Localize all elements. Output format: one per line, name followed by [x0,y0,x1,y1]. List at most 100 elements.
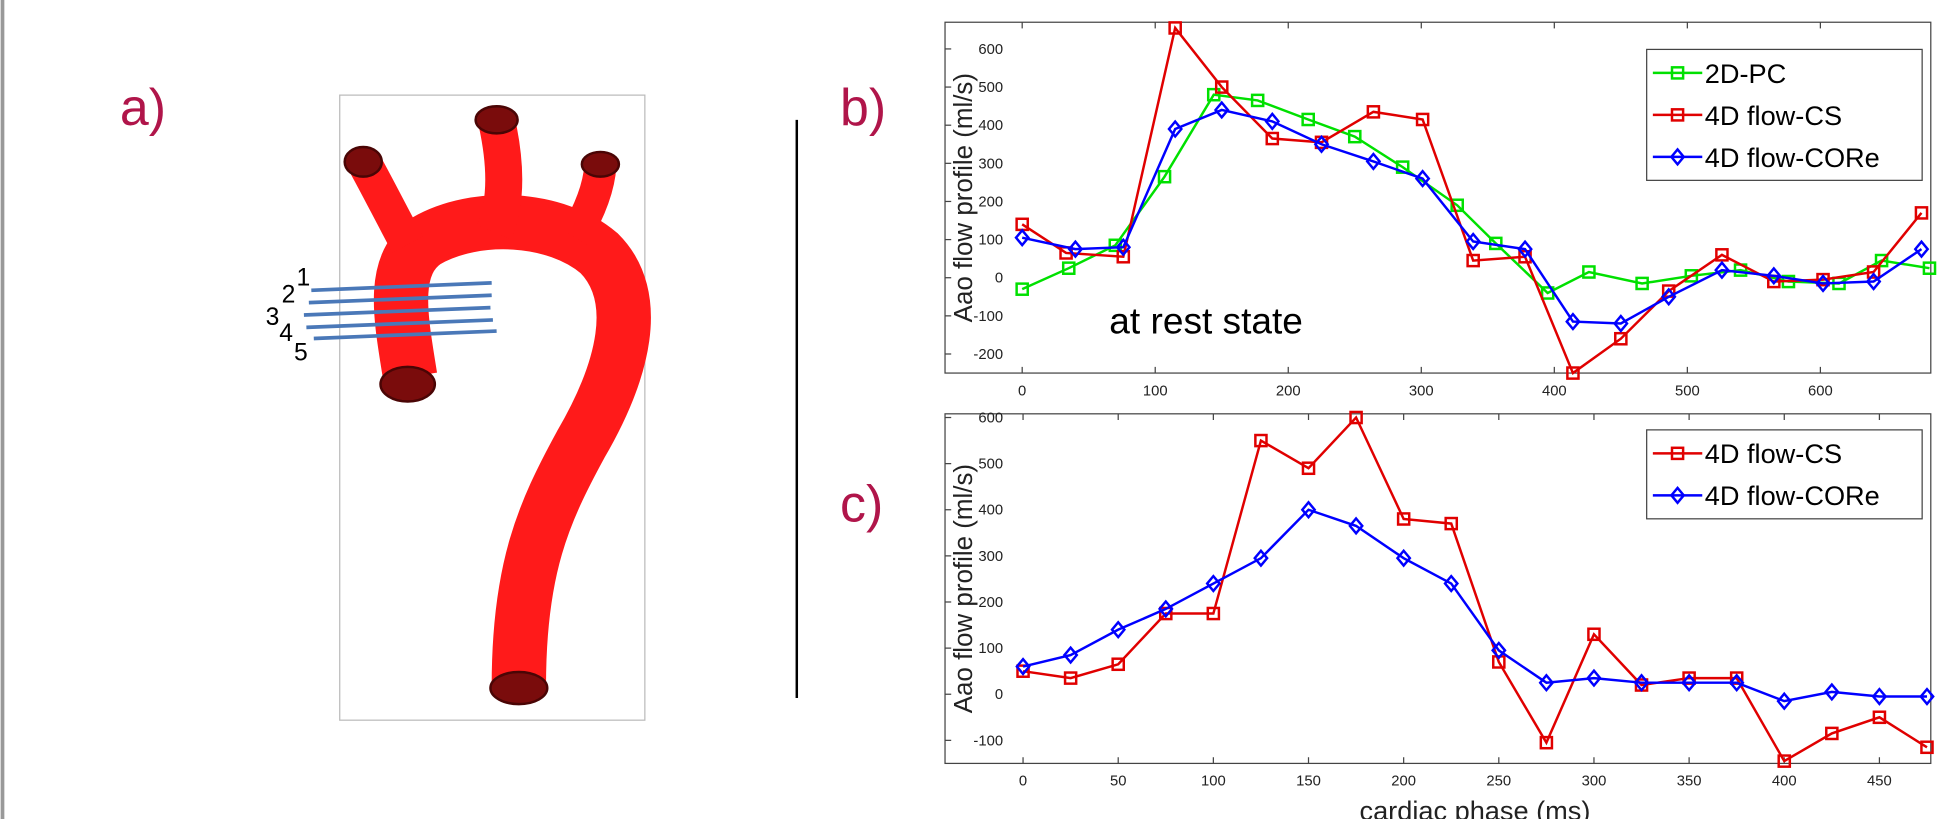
marker [1108,238,1123,253]
x-tick-label: 200 [1391,774,1416,790]
marker [1110,620,1126,640]
panel-label: a) [120,78,166,136]
series-line [1021,108,1923,325]
marker [1766,266,1782,286]
marker [1214,80,1229,94]
y-axis-label: Aao flow profile (ml/s) [950,73,978,322]
marker [1714,260,1730,280]
marker [1264,112,1281,131]
marker [1633,673,1650,693]
vessel-end [343,145,383,178]
y-tick-label: 100 [978,233,1003,249]
marker [1116,249,1131,264]
marker [1450,198,1464,213]
marker [1566,366,1580,380]
slice-label: 1 [297,264,311,291]
marker [1366,105,1381,119]
marker [1349,410,1363,425]
marker [1443,574,1460,593]
x-tick-label: 250 [1486,774,1511,790]
marker [1415,112,1430,127]
marker [1444,516,1459,531]
x-tick-label: 100 [1201,774,1226,790]
marker [1213,100,1230,120]
x-tick-label: 0 [1018,383,1026,399]
marker [1396,512,1411,526]
marker [1825,726,1839,741]
marker [1300,500,1317,520]
y-tick-label: 400 [978,503,1003,519]
x-tick-label: 50 [1110,774,1126,790]
marker [1168,21,1182,35]
slice-line [308,293,492,305]
x-tick-label: 300 [1409,383,1434,399]
marker [1348,516,1364,536]
aorta-body [373,194,651,686]
marker [1157,599,1174,619]
marker [1871,687,1888,706]
legend-marker [1669,486,1686,505]
marker [1250,93,1265,108]
y-tick-label: 400 [978,118,1003,134]
illustration-frame [339,94,646,721]
y-tick-label: -100 [973,733,1003,749]
x-tick-label: 150 [1296,774,1321,790]
x-tick-label: 0 [1019,774,1027,790]
marker [1491,641,1507,660]
x-tick-label: 600 [1808,383,1833,399]
vessel-end [474,105,519,135]
slice-label: 3 [266,304,280,331]
marker [1365,152,1382,171]
marker [1920,740,1934,755]
marker [1167,119,1183,139]
legend-label: 4D flow-CORe [1705,480,1880,511]
y-tick-label: 300 [978,549,1003,565]
marker [1913,239,1930,259]
marker [1014,228,1030,248]
marker [1614,331,1628,346]
marker [1539,735,1554,750]
legend-box [1646,429,1923,520]
slice-line [313,329,497,341]
marker [1635,276,1649,291]
branch [476,117,523,240]
x-tick-label: 500 [1675,383,1700,399]
marker [1777,754,1792,768]
marker [1395,548,1412,568]
marker [1816,272,1830,287]
legend-marker [1670,66,1685,80]
y-tick-label: -100 [973,309,1003,325]
slice-label: 4 [279,320,293,347]
x-tick-label: 400 [1772,774,1797,790]
marker [1824,682,1840,702]
marker [1265,131,1280,146]
marker [1347,129,1362,144]
marker [1684,269,1699,283]
y-tick-label: 500 [978,80,1003,96]
y-tick-label: 600 [978,42,1003,58]
marker [1062,645,1079,665]
aorta [343,105,651,706]
marker [1914,206,1929,220]
legend-marker [1670,446,1685,461]
panel-label: b) [840,78,886,136]
y-tick-label: 0 [995,687,1003,703]
slice-lines [303,281,497,341]
marker [1582,265,1596,279]
slice-line [306,318,493,330]
y-tick-label: 200 [978,194,1003,210]
marker [1866,265,1881,279]
legend-marker [1669,147,1686,167]
y-tick-label: 200 [978,595,1003,611]
vessel-end [580,150,621,178]
marker [1586,668,1602,688]
marker [1776,691,1793,711]
legend-label: 4D flow-CS [1705,100,1842,131]
marker [1206,87,1221,102]
marker [1660,287,1677,307]
y-tick-label: 100 [978,641,1003,657]
legend-marker [1670,108,1685,122]
x-tick-label: 200 [1276,383,1301,399]
x-tick-label: 450 [1867,774,1892,790]
